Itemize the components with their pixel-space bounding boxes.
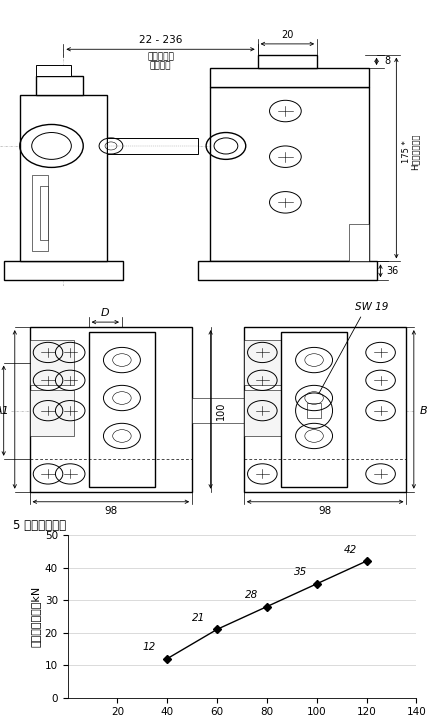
- Text: 98: 98: [104, 505, 117, 515]
- Bar: [40, 187, 48, 240]
- Text: A1: A1: [0, 406, 9, 416]
- Bar: [210, 87, 368, 262]
- Bar: [36, 65, 72, 76]
- Y-axis label: 夹持力，单位：kN: 夹持力，单位：kN: [31, 586, 41, 647]
- Text: 20: 20: [281, 30, 293, 40]
- Bar: [89, 332, 155, 487]
- Text: 21: 21: [192, 613, 205, 623]
- Text: 100: 100: [216, 401, 226, 420]
- Text: 8: 8: [385, 56, 391, 67]
- Text: 35: 35: [294, 568, 307, 577]
- Bar: [307, 403, 321, 418]
- Bar: [244, 340, 288, 385]
- Text: H（夹紧高度）: H（夹紧高度）: [410, 133, 419, 169]
- Text: B: B: [419, 406, 427, 416]
- Text: 12: 12: [142, 642, 156, 652]
- Text: 28: 28: [245, 590, 258, 600]
- Text: 22 - 236: 22 - 236: [139, 35, 182, 46]
- Bar: [281, 332, 347, 487]
- Bar: [30, 340, 74, 385]
- Bar: [107, 138, 198, 154]
- Text: D: D: [101, 308, 109, 318]
- X-axis label: 扭矩，单位：Nm: 扭矩，单位：Nm: [212, 722, 272, 723]
- Bar: [20, 95, 107, 262]
- Bar: [36, 76, 83, 95]
- Bar: [198, 262, 377, 281]
- Text: 可延长）: 可延长）: [150, 61, 171, 70]
- Bar: [258, 55, 317, 68]
- Text: 42: 42: [344, 544, 358, 555]
- Bar: [4, 262, 123, 281]
- Bar: [210, 68, 368, 87]
- Text: 36: 36: [386, 266, 399, 275]
- Bar: [349, 224, 368, 262]
- Bar: [30, 390, 74, 436]
- Text: 98: 98: [319, 505, 332, 515]
- Bar: [244, 390, 288, 436]
- Bar: [192, 398, 244, 424]
- Text: （夹持宽度: （夹持宽度: [147, 52, 174, 61]
- Bar: [30, 327, 192, 492]
- Text: 175 *: 175 *: [402, 140, 411, 163]
- Bar: [32, 176, 48, 251]
- Text: SW 19: SW 19: [355, 302, 388, 312]
- Bar: [244, 327, 406, 492]
- Text: 5 轴夹具夹持力: 5 轴夹具夹持力: [13, 519, 66, 532]
